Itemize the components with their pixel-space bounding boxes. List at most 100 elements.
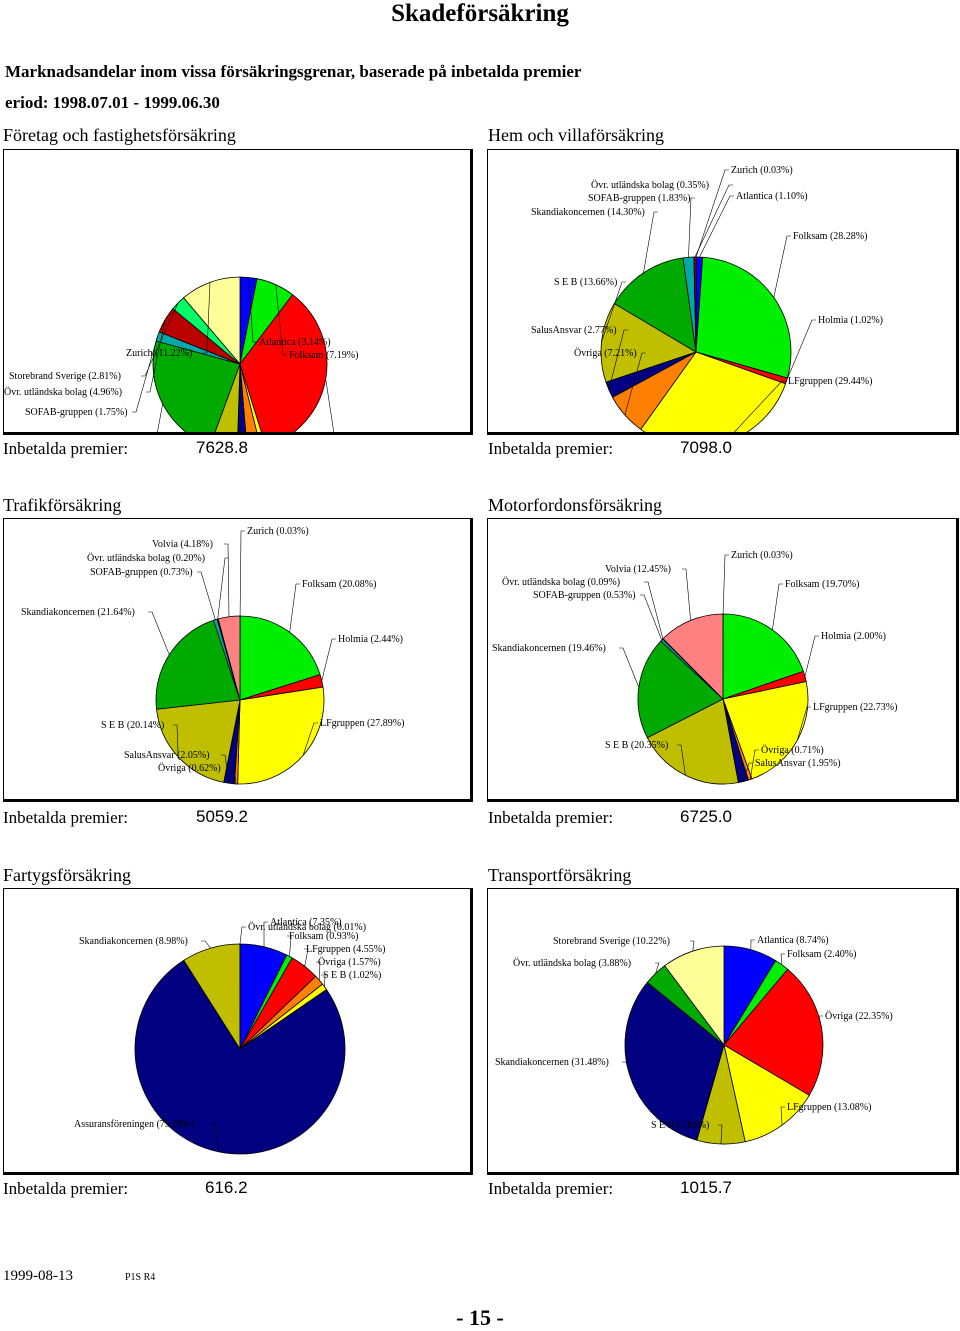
leader-line [218,558,229,619]
slice-label: Folksam (28.28%) [793,231,867,242]
leader-line [643,212,658,273]
slice-label: SOFAB-gruppen (0.53%) [533,590,636,601]
premium-label: Inbetalda premier: [488,439,613,459]
slice-label: Zurich (11.22%) [126,348,192,359]
slice-label: Holmia (2.44%) [338,634,403,645]
slice-label: LFgruppen (22.73%) [813,702,897,713]
chart-panel-transport: Atlantica (8.74%) Folksam (2.40%) Övriga (… [487,888,959,1175]
page-title: Skadeförsäkring [0,0,960,28]
chart-panel-fartyg: Atlantica (7.35%)Folksam (0.93%)LFgruppe… [3,888,473,1175]
leader-line [805,636,819,676]
slice-label: S E B (20.14%) [101,720,164,731]
slice-label: Folksam (2.40%) [787,949,856,960]
slice-label: Assuransföreningen (75.59%) [74,1119,194,1130]
premium-label: Inbetalda premier: [3,439,128,459]
leader-line [688,198,695,257]
slice-label: Övr. utländska bolag (4.96%) [4,386,122,398]
slice-label: SalusAnsvar (1.95%) [755,758,841,769]
leader-line [682,569,691,620]
slice-label: SalusAnsvar (2.77%) [531,325,617,336]
leader-line [201,941,211,948]
leader-line [723,555,729,614]
slice-label: Skandiakoncernen (14.30%) [531,207,645,218]
slice-label: S E B (7.86%) [651,1120,709,1131]
slice-label: Folksam (20.08%) [302,579,376,590]
slice-label: LFgruppen (29.44%) [788,376,872,387]
pie-chart-trafik: Zurich (0.03%)Folksam (20.08%)Holmia (2.… [4,519,470,799]
premium-value: 7098.0 [680,438,732,458]
footer-code: P1S R4 [125,1272,155,1283]
page-subtitle: Marknadsandelar inom vissa försäkringsgr… [5,62,581,82]
slice-label: Övr. utländska bolag (0.09%) [502,576,620,588]
slice-label: Övriga (22.35%) [825,1010,893,1022]
pie-slice [238,687,324,784]
premium-label: Inbetalda premier: [488,1179,613,1199]
leader-line [143,404,163,432]
slice-label: SOFAB-gruppen (0.73%) [90,567,193,578]
leader-line [240,531,245,616]
section-title-fartyg: Fartygsförsäkring [3,865,131,886]
premium-label: Inbetalda premier: [3,808,128,828]
slice-label: Skandiakoncernen (21.64%) [21,607,135,618]
slice-label: SOFAB-gruppen (1.83%) [588,193,691,204]
leader-line [695,185,733,257]
leader-line [640,595,662,640]
slice-label: Övriga (0.62%) [158,762,221,774]
slice-label: Folksam (19.70%) [785,579,859,590]
section-title-hem: Hem och villaförsäkring [488,125,664,146]
leader-line [290,584,300,632]
section-title-trafik: Trafikförsäkring [3,495,121,516]
period-label: eriod: 1998.07.01 - 1999.06.30 [5,93,220,113]
slice-label: S E B (13.66%) [554,277,617,288]
premium-label: Inbetalda premier: [3,1179,128,1199]
slice-label: Övr. utländska bolag (0.01%) [248,921,366,933]
slice-label: Volvia (12.45%) [605,564,671,575]
leader-line [197,572,215,620]
slice-label: Övr. utländska bolag (3.88%) [513,957,631,969]
slice-label: Skandiakoncernen (31.48%) [495,1057,609,1068]
pie-chart-foretag: Atlantica (3.14%)Folksam (7.19%)LFgruppe… [4,150,470,432]
leader-line [326,379,342,432]
leader-line [699,196,734,257]
slice-label: Volvia (4.18%) [152,539,213,550]
footer-date: 1999-08-13 [3,1268,73,1285]
premium-value: 7628.8 [196,438,248,458]
leader-line [619,648,639,687]
slice-label: LFgruppen (13.08%) [787,1102,871,1113]
leader-line [774,236,791,297]
premium-label: Inbetalda premier: [488,808,613,828]
pie-chart-hem: Zurich (0.03%) Atlantica (1.10%) Folksam (… [488,150,956,432]
page-number: - 15 - [0,1305,960,1331]
slice-label: Atlantica (1.10%) [736,191,808,202]
slice-label: Zurich (0.03%) [731,550,793,561]
slice-label: Övr. utländska bolag (0.35%) [591,179,709,191]
premium-value: 6725.0 [680,807,732,827]
slice-label: Övriga (7.21%) [574,347,637,359]
chart-panel-trafik: Zurich (0.03%)Folksam (20.08%)Holmia (2.… [3,518,473,802]
slice-label: Övriga (1.57%) [318,956,381,968]
premium-value: 1015.7 [680,1178,732,1198]
leader-line [240,927,246,944]
pie-chart-fartyg: Atlantica (7.35%)Folksam (0.93%)LFgruppe… [4,889,470,1172]
slice-label: SalusAnsvar (2.05%) [124,750,210,761]
slice-label: Holmia (1.02%) [818,315,883,326]
chart-panel-motor: Zurich (0.03%) Folksam (19.70%) Holmia (2.… [487,518,959,802]
slice-label: Holmia (2.00%) [821,631,886,642]
slice-label: LFgruppen (4.55%) [306,944,385,955]
leader-line [772,584,783,630]
slice-label: Skandiakoncernen (8.98%) [79,936,188,947]
slice-label: Zurich (0.03%) [731,165,793,176]
leader-line [690,941,694,951]
pie-chart-motor: Zurich (0.03%) Folksam (19.70%) Holmia (2.… [488,519,956,799]
slice-label: Storebrand Sverige (10.22%) [553,936,670,947]
section-title-transport: Transportförsäkring [488,865,631,886]
slice-label: Atlantica (8.74%) [757,935,829,946]
slice-label: Övr. utländska bolag (0.20%) [87,552,205,564]
slice-label: LFgruppen (27.89%) [320,718,404,729]
slice-label: Övriga (0.71%) [761,744,824,756]
premium-value: 5059.2 [196,807,248,827]
pie-chart-transport: Atlantica (8.74%) Folksam (2.40%) Övriga (… [488,889,956,1172]
slice-label: S E B (1.02%) [323,970,381,981]
leader-line [148,612,169,655]
chart-panel-foretag: Atlantica (3.14%)Folksam (7.19%)LFgruppe… [3,149,473,435]
